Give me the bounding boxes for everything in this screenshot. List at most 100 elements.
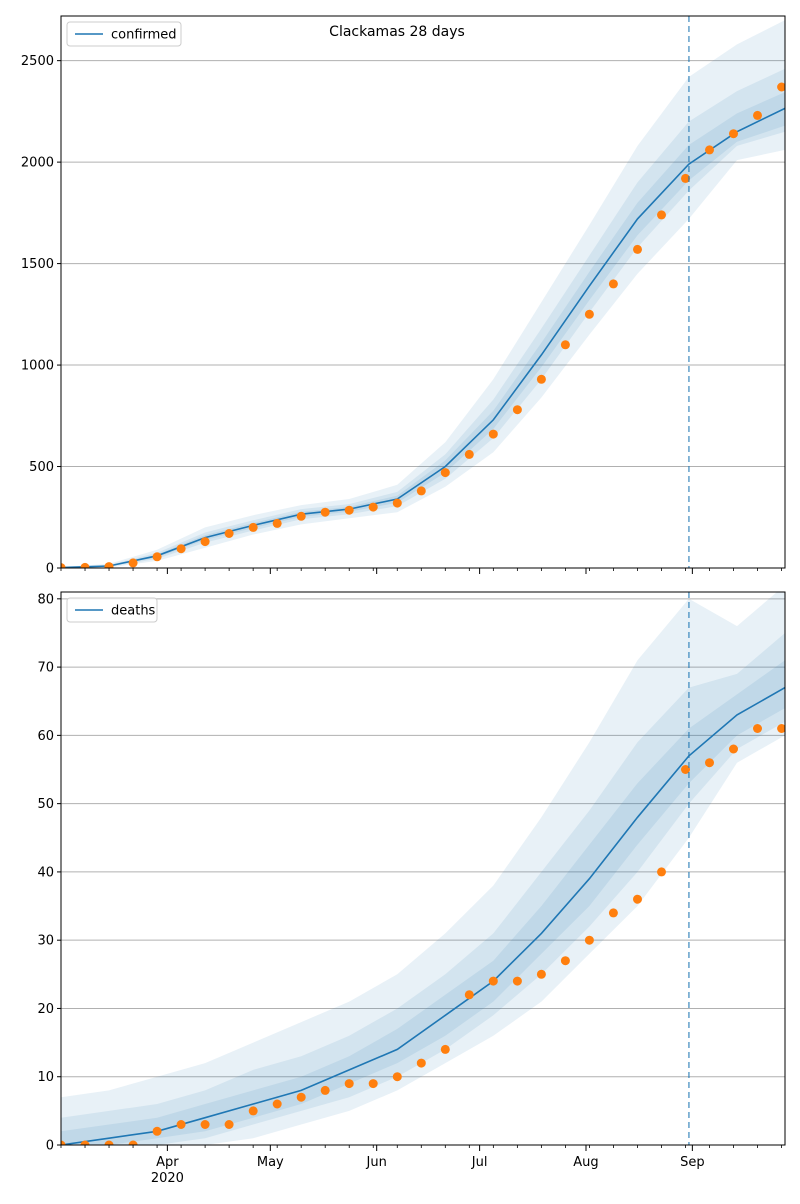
observed-point	[512, 976, 522, 986]
x-tick-label: Apr	[156, 1155, 179, 1170]
y-tick-label: 80	[37, 592, 54, 607]
model-line-confirmed	[61, 107, 785, 568]
y-tick-label: 1000	[21, 359, 54, 374]
observed-point	[584, 309, 594, 319]
observed-point	[176, 1120, 186, 1129]
observed-point	[464, 449, 474, 459]
plot-area	[61, 20, 785, 568]
observed-point	[729, 744, 738, 754]
observed-point	[368, 1079, 378, 1089]
observed-point	[657, 210, 666, 220]
observed-point	[61, 563, 66, 568]
x-year-label: 2020	[151, 1171, 184, 1186]
legend-label: confirmed	[111, 28, 177, 43]
observed-point	[248, 522, 258, 532]
uncertainty-band-middle	[61, 633, 785, 1145]
uncertainty-band-outer	[61, 20, 785, 568]
x-tick-label: Sep	[680, 1155, 705, 1170]
y-tick-label: 0	[46, 1139, 54, 1154]
observed-point	[440, 468, 450, 478]
observed-point	[681, 173, 690, 183]
x-axis-labels: Apr May Jun Jul Aug Sep 2020	[151, 1155, 705, 1186]
uncertainty-band-middle	[61, 68, 785, 568]
observed-point	[608, 908, 618, 918]
observed-point	[392, 1072, 402, 1082]
observed-point	[80, 562, 90, 568]
legend: deaths	[66, 597, 158, 623]
observed-point	[416, 1058, 426, 1068]
uncertainty-band-inner	[61, 660, 785, 1145]
y-tick-label: 50	[37, 797, 54, 812]
observed-point	[633, 244, 642, 254]
observed-point	[608, 279, 618, 289]
y-tick-label: 30	[37, 934, 54, 949]
observed-point	[512, 405, 522, 415]
observed-point	[753, 110, 762, 120]
observed-point	[224, 529, 234, 538]
y-tick-label: 70	[37, 661, 54, 676]
uncertainty-band-inner	[61, 92, 785, 568]
observed-point	[488, 429, 498, 439]
observed-point	[729, 129, 738, 139]
observed-point	[753, 724, 762, 733]
observed-point	[777, 724, 785, 733]
x-tick-label: Jun	[366, 1155, 387, 1170]
observed-point	[633, 894, 642, 904]
observed-point	[488, 976, 498, 986]
y-tick-label: 10	[37, 1070, 54, 1085]
observed-point	[272, 518, 282, 528]
observed-point	[128, 558, 138, 568]
observed-point	[61, 1140, 66, 1145]
legend-label: deaths	[111, 604, 156, 619]
observed-point	[224, 1120, 234, 1129]
observed-point	[705, 758, 714, 768]
observed-point	[296, 1092, 306, 1102]
observed-point	[104, 1140, 114, 1145]
observed-point	[272, 1099, 282, 1109]
deaths-panel: 0 10 20 30 40 50 60 70 80 deaths	[37, 591, 786, 1154]
legend-box	[66, 21, 182, 47]
observed-point	[176, 544, 186, 554]
observed-point	[392, 498, 402, 508]
y-tick-label: 500	[29, 460, 54, 475]
observed-point	[296, 511, 306, 521]
observed-point	[104, 562, 114, 568]
uncertainty-band-outer	[61, 592, 785, 1145]
legend-box	[66, 597, 158, 623]
observed-point	[248, 1106, 258, 1116]
observed-point	[560, 340, 570, 350]
legend: confirmed	[66, 21, 182, 47]
observed-point	[657, 867, 666, 877]
observed-point	[152, 1126, 162, 1136]
observed-point	[681, 765, 690, 774]
observed-point	[416, 486, 426, 496]
x-tick-label: Jul	[471, 1155, 488, 1170]
observed-point	[320, 1085, 330, 1095]
y-tick-label: 20	[37, 1002, 54, 1017]
y-tick-label: 40	[37, 865, 54, 880]
observed-point	[705, 145, 714, 155]
observed-point	[200, 1120, 210, 1129]
observed-point	[777, 82, 785, 92]
observed-point	[560, 956, 570, 966]
confirmed-panel: 0 500 1000 1500 2000 2500 confirmed	[21, 15, 786, 577]
plot-frame	[60, 591, 786, 1146]
plot-frame	[60, 15, 786, 569]
observed-point	[368, 502, 378, 512]
observed-point	[128, 1140, 138, 1145]
observed-point	[80, 1140, 90, 1145]
x-tick-label: Aug	[573, 1155, 598, 1170]
observed-point	[536, 374, 546, 384]
y-tick-label: 1500	[21, 257, 54, 272]
observed-point	[464, 990, 474, 1000]
observed-point	[536, 969, 546, 979]
observed-point	[320, 507, 330, 517]
observed-point	[344, 1079, 354, 1089]
y-tick-label: 2500	[21, 54, 54, 69]
chart-title: Clackamas 28 days	[329, 24, 465, 40]
y-tick-label: 2000	[21, 156, 54, 171]
observed-point	[584, 935, 594, 945]
x-tick-label: May	[257, 1155, 284, 1170]
